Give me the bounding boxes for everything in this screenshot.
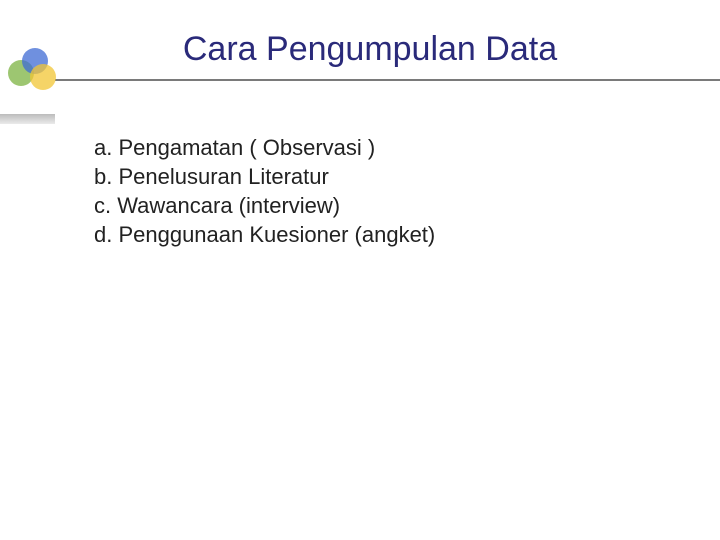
list-item: a. Pengamatan ( Observasi ) — [94, 133, 680, 162]
logo-circle-yellow — [30, 64, 56, 90]
slide-title: Cara Pengumpulan Data — [0, 30, 720, 69]
logo-icon — [0, 42, 55, 92]
list-item: d. Penggunaan Kuesioner (angket) — [94, 220, 680, 249]
header: Cara Pengumpulan Data — [0, 0, 720, 81]
list-item: c. Wawancara (interview) — [94, 191, 680, 220]
list-item: b. Penelusuran Literatur — [94, 162, 680, 191]
title-divider — [55, 79, 720, 81]
content-area: a. Pengamatan ( Observasi ) b. Penelusur… — [0, 81, 720, 249]
logo-shadow — [0, 114, 55, 124]
